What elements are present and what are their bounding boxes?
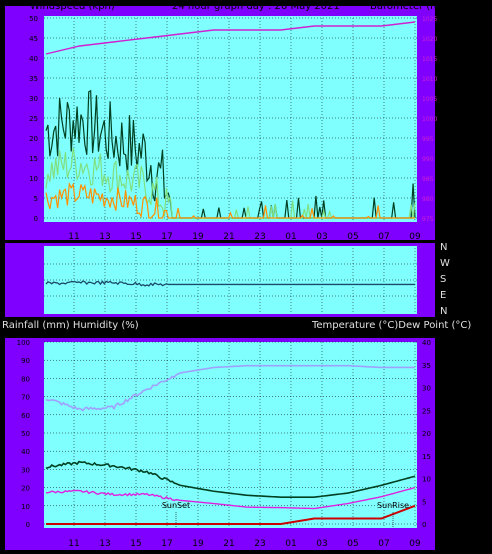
barometer-line: [45, 21, 416, 55]
time-tick-label: 03: [316, 539, 327, 549]
barometer-tick-label: 995: [422, 136, 434, 143]
wind-speed-line: [45, 147, 416, 219]
time-tick-label: 19: [192, 232, 204, 242]
windspeed-tick-label: 0: [34, 215, 38, 223]
time-tick-label: 17: [161, 539, 172, 549]
barometer-tick-label: 1025: [422, 16, 437, 23]
time-tick-label: 07: [378, 232, 389, 242]
windspeed-tick-label: 45: [29, 35, 38, 43]
time-tick-label: 07: [378, 539, 389, 549]
barometer-tick-label: 1010: [422, 76, 437, 83]
time-tick-label: 09: [409, 539, 421, 549]
temperature-tick-label: 25: [422, 407, 431, 415]
barometer-tick-label: 985: [422, 176, 434, 183]
time-tick-label: 15: [130, 539, 141, 549]
barometer-axis-title: Barometer (hpa): [370, 1, 453, 12]
humidity-tick-label: 90: [21, 357, 30, 365]
temp-dewpoint-axis-title: Temperature (°C)Dew Point (°C): [312, 320, 472, 331]
humidity-tick-label: 10: [21, 503, 30, 511]
time-tick-label: 17: [161, 232, 172, 242]
humidity-tick-label: 100: [17, 339, 30, 347]
rain-humidity-axis-title: Rainfall (mm) Humidity (%): [2, 320, 139, 331]
time-tick-label: 13: [99, 232, 110, 242]
sunrise-label: SunRise: [377, 501, 409, 510]
wind-average-line: [45, 181, 415, 219]
humidity-tick-label: 80: [21, 375, 30, 383]
time-tick-label: 23: [254, 232, 265, 242]
sunset-label: SunSet: [162, 501, 190, 510]
time-tick-label: 21: [223, 232, 234, 242]
rainfall-line: [46, 504, 416, 525]
temperature-tick-label: 35: [422, 362, 431, 370]
compass-label: E: [440, 290, 446, 301]
time-tick-label: 03: [316, 232, 327, 242]
temperature-tick-label: 5: [422, 498, 426, 506]
dew-point-line: [45, 486, 416, 510]
time-tick-label: 11: [68, 232, 79, 242]
windspeed-tick-label: 25: [29, 115, 38, 123]
compass-label: S: [440, 274, 446, 285]
windspeed-axis-title: Windspeed (kph): [30, 1, 115, 12]
humidity-tick-label: 30: [21, 466, 30, 474]
compass-label: N: [440, 306, 447, 317]
time-tick-label: 01: [285, 539, 296, 549]
temperature-line: [45, 460, 416, 498]
time-tick-label: 11: [68, 539, 79, 549]
time-tick-label: 01: [285, 232, 296, 242]
compass-label: W: [440, 258, 450, 269]
chart-title: 24 hour graph day : 26 May 2021: [172, 1, 340, 12]
time-tick-label: 19: [192, 539, 204, 549]
wind-direction-line: [45, 280, 415, 287]
windspeed-tick-label: 40: [29, 55, 38, 63]
temperature-tick-label: 30: [422, 385, 431, 393]
barometer-tick-label: 980: [422, 196, 434, 203]
barometer-tick-label: 990: [422, 156, 434, 163]
windspeed-tick-label: 30: [29, 95, 38, 103]
time-tick-label: 15: [130, 232, 141, 242]
barometer-tick-label: 1000: [422, 116, 437, 123]
temperature-tick-label: 15: [422, 453, 431, 461]
time-tick-label: 09: [409, 232, 421, 242]
barometer-tick-label: 1015: [422, 56, 437, 63]
temperature-tick-label: 10: [422, 476, 431, 484]
humidity-tick-label: 50: [21, 430, 30, 438]
humidity-tick-label: 0: [26, 521, 30, 529]
humidity-tick-label: 20: [21, 485, 30, 493]
windspeed-tick-label: 5: [34, 195, 38, 203]
windspeed-tick-label: 10: [29, 175, 38, 183]
humidity-line: [45, 364, 415, 412]
time-tick-label: 23: [254, 539, 265, 549]
barometer-tick-label: 1005: [422, 96, 437, 103]
barometer-tick-label: 975: [422, 216, 434, 223]
humidity-tick-label: 40: [21, 448, 30, 456]
temperature-tick-label: 0: [422, 521, 426, 529]
time-tick-label: 13: [99, 539, 110, 549]
time-tick-label: 21: [223, 539, 234, 549]
time-tick-label: 05: [347, 232, 358, 242]
windspeed-tick-label: 35: [29, 75, 38, 83]
humidity-tick-label: 70: [21, 394, 30, 402]
temperature-plot-area: [44, 342, 417, 528]
humidity-tick-label: 60: [21, 412, 30, 420]
windspeed-tick-label: 20: [29, 135, 38, 143]
temperature-tick-label: 20: [422, 430, 431, 438]
windspeed-tick-label: 50: [29, 15, 38, 23]
compass-label: N: [440, 242, 447, 253]
temperature-tick-label: 40: [422, 339, 431, 347]
barometer-tick-label: 1020: [422, 36, 437, 43]
time-tick-label: 05: [347, 539, 358, 549]
windspeed-tick-label: 15: [29, 155, 38, 163]
wind-barometer-plot-area: [44, 16, 417, 222]
